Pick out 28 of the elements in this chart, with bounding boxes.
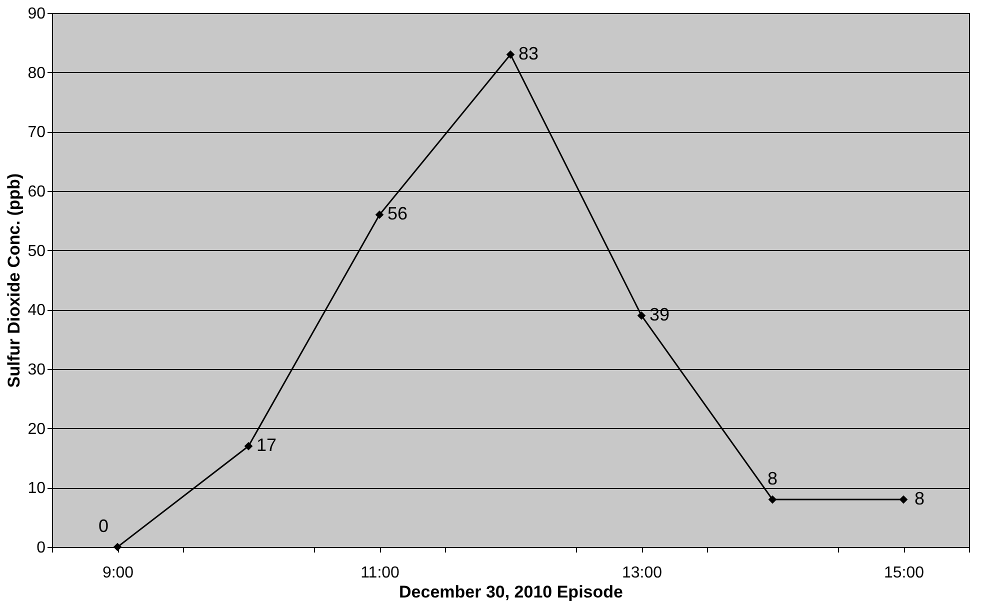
data-label: 8 xyxy=(914,488,925,509)
data-label: 83 xyxy=(518,44,539,64)
x-tick-label: 15:00 xyxy=(884,564,924,582)
point xyxy=(375,210,384,219)
data-label: 8 xyxy=(767,468,778,489)
y-tick-label: 20 xyxy=(28,420,46,438)
y-tick-label: 0 xyxy=(36,540,46,556)
data-label: 56 xyxy=(387,204,408,224)
y-tick-label: 50 xyxy=(28,242,46,260)
data-label: 17 xyxy=(256,435,277,456)
y-tick-label: 70 xyxy=(28,124,46,142)
y-tick-label: 30 xyxy=(28,362,46,378)
y-tick-label: 80 xyxy=(28,64,46,82)
x-tick-label: 13:00 xyxy=(622,564,662,582)
y-tick-label: 40 xyxy=(28,302,46,320)
point xyxy=(637,311,646,320)
x-tick-label: 11:00 xyxy=(360,564,400,582)
y-tick-label: 90 xyxy=(28,6,46,22)
y-axis-title: Sulfur Dioxide Conc. (ppb) xyxy=(4,173,24,388)
data-label: 0 xyxy=(98,516,109,536)
point xyxy=(899,495,908,504)
y-tick-label: 60 xyxy=(28,184,46,200)
y-tick-label: 10 xyxy=(28,480,46,498)
point xyxy=(244,442,253,450)
point xyxy=(768,495,777,504)
x-tick-label: 9:00 xyxy=(102,564,134,582)
point xyxy=(506,50,515,59)
x-axis-title: December 30, 2010 Episode xyxy=(399,582,623,602)
